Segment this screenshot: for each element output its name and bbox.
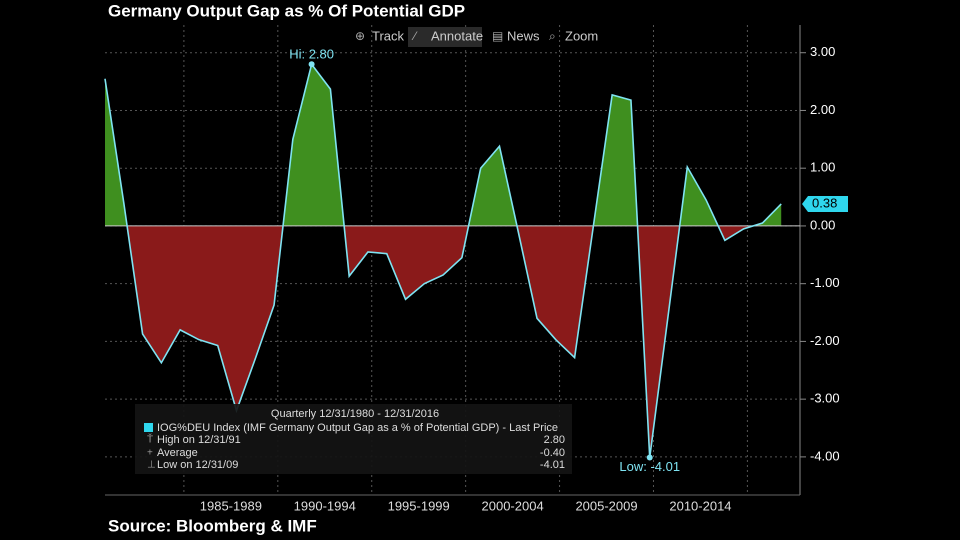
y-tick-label: -1.00 [810, 275, 840, 290]
legend-entry: Average [157, 447, 198, 459]
legend-value: -0.40 [540, 447, 565, 459]
toolbar-icon: ⁄ [411, 29, 418, 43]
toolbar-item[interactable]: Track [372, 28, 405, 43]
source: Source: Bloomberg & IMF [108, 516, 317, 535]
x-tick-label: 1995-1999 [388, 498, 450, 513]
legend-series: IOG%DEU Index (IMF Germany Output Gap as… [157, 422, 558, 434]
y-tick-label: 0.00 [810, 217, 835, 232]
y-tick-label: -3.00 [810, 391, 840, 406]
toolbar-item[interactable]: Zoom [565, 28, 598, 43]
negative-area [105, 225, 782, 458]
high-marker [308, 61, 315, 68]
high-label: Hi: 2.80 [289, 47, 334, 62]
positive-area [105, 64, 782, 226]
x-tick-label: 2005-2009 [575, 498, 637, 513]
chart-title: Germany Output Gap as % Of Potential GDP [108, 1, 465, 20]
legend-icon: + [147, 448, 153, 459]
legend-icon: Ť [147, 433, 153, 446]
y-tick-label: -2.00 [810, 333, 840, 348]
last-price-label: 0.38 [812, 195, 837, 210]
legend-swatch [144, 423, 153, 432]
toolbar-icon: ⌕ [549, 29, 556, 43]
x-tick-label: 2000-2004 [482, 498, 544, 513]
y-tick-label: 3.00 [810, 44, 835, 59]
series-line [104, 62, 782, 458]
legend-icon: ⊥ [147, 460, 156, 471]
legend-entry: Low on 12/31/09 [157, 459, 238, 471]
last-price-tag [802, 195, 848, 212]
legend-value: 2.80 [544, 434, 565, 446]
toolbar-item[interactable]: News [507, 28, 540, 43]
low-label: Low: -4.01 [619, 459, 680, 474]
low-marker [646, 454, 653, 461]
toolbar-icon: ⊕ [355, 29, 365, 43]
x-tick-label: 1985-1989 [200, 498, 262, 513]
y-tick-label: -4.00 [810, 448, 840, 463]
legend-box [135, 404, 572, 474]
y-tick-label: 1.00 [810, 160, 835, 175]
legend-period: Quarterly 12/31/1980 - 12/31/2016 [271, 408, 439, 420]
toolbar-item[interactable]: Annotate [431, 28, 483, 43]
x-tick-label: 2010-2014 [669, 498, 731, 513]
toolbar-highlight [408, 27, 482, 47]
toolbar-icon: ▤ [492, 29, 503, 43]
x-tick-label: 1990-1994 [294, 498, 356, 513]
legend-entry: High on 12/31/91 [157, 434, 241, 446]
y-tick-label: 2.00 [810, 102, 835, 117]
legend-value: -4.01 [540, 459, 565, 471]
